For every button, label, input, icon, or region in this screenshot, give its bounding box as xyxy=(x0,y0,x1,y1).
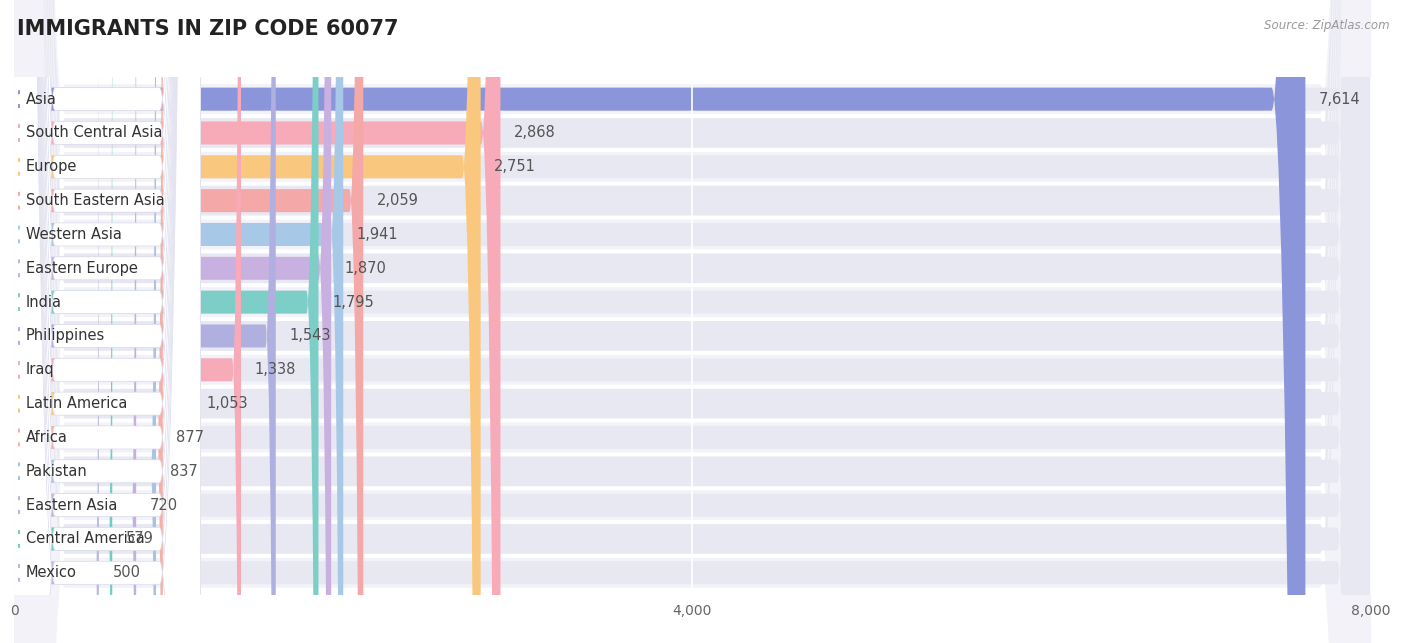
Text: India: India xyxy=(27,294,62,310)
FancyBboxPatch shape xyxy=(14,0,201,643)
FancyBboxPatch shape xyxy=(14,0,1371,643)
FancyBboxPatch shape xyxy=(14,0,163,643)
Text: 1,870: 1,870 xyxy=(344,261,387,276)
FancyBboxPatch shape xyxy=(14,0,1371,643)
Text: 877: 877 xyxy=(176,430,204,445)
Text: Asia: Asia xyxy=(27,92,56,107)
Text: 1,543: 1,543 xyxy=(290,329,330,343)
Text: 1,941: 1,941 xyxy=(357,227,398,242)
Text: IMMIGRANTS IN ZIP CODE 60077: IMMIGRANTS IN ZIP CODE 60077 xyxy=(17,19,398,39)
FancyBboxPatch shape xyxy=(14,0,201,643)
FancyBboxPatch shape xyxy=(14,0,193,643)
FancyBboxPatch shape xyxy=(14,0,1371,643)
Text: Central America: Central America xyxy=(27,532,145,547)
FancyBboxPatch shape xyxy=(14,0,1371,643)
FancyBboxPatch shape xyxy=(14,0,1371,643)
FancyBboxPatch shape xyxy=(14,0,1371,643)
FancyBboxPatch shape xyxy=(14,0,201,643)
FancyBboxPatch shape xyxy=(14,0,276,643)
FancyBboxPatch shape xyxy=(14,0,201,643)
FancyBboxPatch shape xyxy=(14,0,201,643)
Text: 2,751: 2,751 xyxy=(494,159,536,174)
FancyBboxPatch shape xyxy=(14,0,1371,643)
FancyBboxPatch shape xyxy=(14,0,332,643)
FancyBboxPatch shape xyxy=(14,0,481,643)
FancyBboxPatch shape xyxy=(14,0,1371,643)
FancyBboxPatch shape xyxy=(14,0,1371,643)
FancyBboxPatch shape xyxy=(14,0,363,643)
Text: Africa: Africa xyxy=(27,430,67,445)
FancyBboxPatch shape xyxy=(14,0,136,643)
FancyBboxPatch shape xyxy=(14,0,1371,643)
FancyBboxPatch shape xyxy=(14,0,1371,643)
Text: 500: 500 xyxy=(112,565,141,580)
FancyBboxPatch shape xyxy=(14,0,1371,643)
Text: Iraq: Iraq xyxy=(27,362,55,377)
FancyBboxPatch shape xyxy=(14,0,201,643)
FancyBboxPatch shape xyxy=(14,0,1371,643)
FancyBboxPatch shape xyxy=(14,0,1371,643)
Text: 2,059: 2,059 xyxy=(377,193,419,208)
FancyBboxPatch shape xyxy=(14,0,201,643)
FancyBboxPatch shape xyxy=(14,0,1371,643)
FancyBboxPatch shape xyxy=(14,0,1371,643)
FancyBboxPatch shape xyxy=(14,0,1371,643)
FancyBboxPatch shape xyxy=(14,0,1371,643)
FancyBboxPatch shape xyxy=(14,0,1371,643)
FancyBboxPatch shape xyxy=(14,0,1305,643)
Text: 2,868: 2,868 xyxy=(515,125,555,140)
FancyBboxPatch shape xyxy=(14,0,343,643)
FancyBboxPatch shape xyxy=(14,0,1371,643)
Text: 837: 837 xyxy=(170,464,197,479)
FancyBboxPatch shape xyxy=(14,0,1371,643)
FancyBboxPatch shape xyxy=(14,0,1371,643)
Text: South Central Asia: South Central Asia xyxy=(27,125,163,140)
Text: Europe: Europe xyxy=(27,159,77,174)
FancyBboxPatch shape xyxy=(14,0,201,643)
FancyBboxPatch shape xyxy=(14,0,201,643)
Text: Eastern Asia: Eastern Asia xyxy=(27,498,117,512)
FancyBboxPatch shape xyxy=(14,0,201,643)
FancyBboxPatch shape xyxy=(14,0,1371,643)
FancyBboxPatch shape xyxy=(14,0,1371,643)
Text: 1,053: 1,053 xyxy=(207,396,247,411)
FancyBboxPatch shape xyxy=(14,0,1371,643)
FancyBboxPatch shape xyxy=(14,0,201,643)
FancyBboxPatch shape xyxy=(14,0,201,643)
Text: 579: 579 xyxy=(125,532,153,547)
FancyBboxPatch shape xyxy=(14,0,1371,643)
Text: Latin America: Latin America xyxy=(27,396,128,411)
Text: 7,614: 7,614 xyxy=(1319,92,1361,107)
FancyBboxPatch shape xyxy=(14,0,201,643)
Text: 1,338: 1,338 xyxy=(254,362,295,377)
FancyBboxPatch shape xyxy=(14,0,240,643)
FancyBboxPatch shape xyxy=(14,0,201,643)
FancyBboxPatch shape xyxy=(14,0,112,643)
FancyBboxPatch shape xyxy=(14,0,1371,643)
FancyBboxPatch shape xyxy=(14,0,1371,643)
Text: 720: 720 xyxy=(150,498,179,512)
Text: Western Asia: Western Asia xyxy=(27,227,122,242)
Text: Mexico: Mexico xyxy=(27,565,77,580)
FancyBboxPatch shape xyxy=(14,0,501,643)
FancyBboxPatch shape xyxy=(14,0,98,643)
FancyBboxPatch shape xyxy=(14,0,319,643)
FancyBboxPatch shape xyxy=(14,0,201,643)
Text: Pakistan: Pakistan xyxy=(27,464,87,479)
FancyBboxPatch shape xyxy=(14,0,1371,643)
Text: Source: ZipAtlas.com: Source: ZipAtlas.com xyxy=(1264,19,1389,32)
Text: 1,795: 1,795 xyxy=(332,294,374,310)
Text: Eastern Europe: Eastern Europe xyxy=(27,261,138,276)
Text: Philippines: Philippines xyxy=(27,329,105,343)
FancyBboxPatch shape xyxy=(14,0,1371,643)
Text: South Eastern Asia: South Eastern Asia xyxy=(27,193,165,208)
FancyBboxPatch shape xyxy=(14,0,156,643)
